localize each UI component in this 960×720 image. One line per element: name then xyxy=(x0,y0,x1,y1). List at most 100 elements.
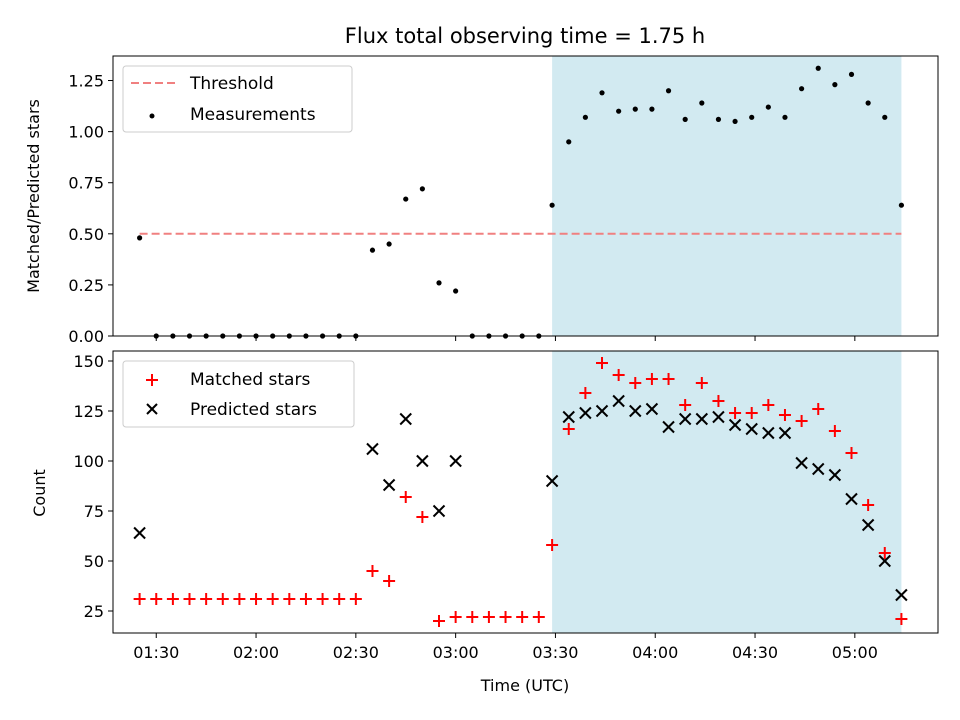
measurement-point xyxy=(765,104,771,110)
bottom-y-axis-label: Count xyxy=(30,469,49,517)
measurement-point xyxy=(403,196,409,202)
y-tick-label: 50 xyxy=(84,552,104,571)
measurement-point xyxy=(848,71,855,77)
matched-stars-point xyxy=(516,611,529,623)
predicted-stars-point xyxy=(828,468,842,482)
matched-stars-point xyxy=(333,593,346,605)
top-y-axis-label: Matched/Predicted stars xyxy=(24,99,43,293)
bottom-x-axis-label: Time (UTC) xyxy=(480,676,569,695)
matched-stars-point xyxy=(645,373,658,385)
matched-stars-point xyxy=(150,593,163,605)
matched-stars-point xyxy=(299,593,312,605)
predicted-stars-point xyxy=(695,412,709,426)
y-tick-label: 100 xyxy=(73,452,104,471)
predicted-stars-point xyxy=(861,518,875,532)
matched-stars-point xyxy=(878,547,891,559)
matched-stars-point xyxy=(200,593,213,605)
bottom-y-ticks: 25 50 75 100 125 150 xyxy=(73,352,113,621)
matched-stars-point xyxy=(862,499,875,511)
measurement-point xyxy=(732,118,738,125)
matched-stars-point xyxy=(679,399,692,411)
matched-stars-point xyxy=(399,491,412,503)
x-tick-label: 04:30 xyxy=(732,643,778,662)
matched-stars-point xyxy=(778,409,791,421)
bottom-marks xyxy=(133,357,908,627)
matched-stars-point xyxy=(166,593,179,605)
predicted-stars-point xyxy=(595,404,609,418)
bottom-legend-box xyxy=(122,360,355,428)
x-tick-label: 02:00 xyxy=(233,643,279,662)
measurement-point xyxy=(632,106,638,112)
bottom-legend: Matched stars Predicted stars xyxy=(122,360,355,428)
predicted-stars-point xyxy=(399,412,412,426)
x-tick-label: 04:00 xyxy=(632,643,678,662)
predicted-stars-point xyxy=(712,410,725,424)
predicted-stars-point xyxy=(545,474,559,488)
matched-stars-point xyxy=(316,593,329,605)
matched-stars-point xyxy=(629,377,642,389)
measurement-point xyxy=(582,114,588,120)
y-tick-label: 0.75 xyxy=(68,174,104,193)
predicted-stars-point xyxy=(449,454,462,468)
matched-stars-point xyxy=(482,611,495,623)
matched-stars-point xyxy=(183,593,196,605)
predicted-stars-point xyxy=(579,406,592,420)
matched-stars-point xyxy=(416,511,429,523)
y-tick-label: 1.00 xyxy=(68,123,104,142)
legend-measurements-label: Measurements xyxy=(190,105,316,125)
matched-stars-point xyxy=(250,593,263,605)
matched-stars-point xyxy=(795,415,808,427)
matched-stars-point xyxy=(383,575,396,587)
measurement-point xyxy=(865,100,871,106)
matched-stars-point xyxy=(612,369,625,381)
matched-stars-point xyxy=(349,593,362,605)
top-x-ticks xyxy=(155,336,856,341)
matched-stars-point xyxy=(845,447,858,459)
matched-stars-point xyxy=(579,387,592,399)
matched-stars-point xyxy=(712,395,725,407)
matched-stars-point xyxy=(895,613,908,625)
matched-stars-point xyxy=(216,593,229,605)
predicted-stars-point xyxy=(416,454,429,468)
y-tick-label: 125 xyxy=(73,402,104,421)
matched-stars-point xyxy=(562,423,575,435)
x-tick-label: 03:30 xyxy=(532,643,578,662)
matched-stars-point xyxy=(449,611,462,623)
matched-stars-point xyxy=(695,377,708,389)
measurement-point xyxy=(649,106,655,112)
matched-stars-point xyxy=(233,593,246,605)
predicted-stars-point xyxy=(629,404,642,418)
matched-stars-point xyxy=(366,565,379,577)
y-tick-label: 0.25 xyxy=(68,276,104,295)
measurement-point xyxy=(369,247,376,253)
measurement-point xyxy=(453,288,459,294)
bottom-x-ticks: 01:30 02:00 02:30 03:00 03:30 04:00 04:30 05:00 xyxy=(133,633,878,662)
predicted-stars-point xyxy=(728,418,742,432)
matched-stars-point xyxy=(532,611,545,623)
legend-predicted-swatch xyxy=(146,403,158,415)
matched-stars-point xyxy=(466,611,479,623)
measurement-point xyxy=(137,235,143,241)
predicted-stars-point xyxy=(778,426,792,440)
measurement-point xyxy=(815,65,821,71)
measurement-point xyxy=(832,82,838,88)
measurement-point xyxy=(436,280,442,286)
bottom-axes-frame xyxy=(112,350,939,634)
measurement-point xyxy=(749,114,755,120)
matched-stars-point xyxy=(762,399,775,411)
measurement-point xyxy=(882,114,888,120)
y-tick-label: 0.50 xyxy=(68,225,104,244)
predicted-stars-point xyxy=(562,410,575,424)
predicted-stars-point xyxy=(382,478,396,492)
measurement-point xyxy=(566,139,572,145)
matched-stars-point xyxy=(499,611,512,623)
matched-stars-point xyxy=(812,403,825,415)
legend-measurements-swatch xyxy=(149,113,155,119)
y-tick-label: 1.25 xyxy=(68,72,104,91)
predicted-stars-point xyxy=(895,588,908,602)
predicted-stars-point xyxy=(845,492,858,506)
matched-stars-point xyxy=(133,593,146,605)
x-tick-label: 03:00 xyxy=(433,643,479,662)
matched-stars-point xyxy=(828,425,841,437)
